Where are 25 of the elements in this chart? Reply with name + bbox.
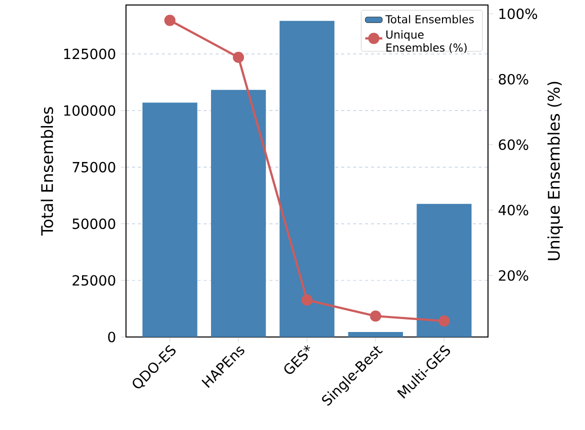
y2-tick-label: 20% xyxy=(498,270,528,281)
y-tick-label: 100000 xyxy=(64,105,116,116)
bar xyxy=(142,102,198,337)
y-axis-title: Total Ensembles xyxy=(40,107,54,236)
y2-axis-title: Unique Ensembles (%) xyxy=(547,82,563,260)
bar xyxy=(348,332,403,337)
y-tick-label: 0 xyxy=(108,332,116,342)
y2-tick-label: 100% xyxy=(499,8,538,20)
legend-label: Total Ensembles xyxy=(385,14,474,24)
y2-tick-label: 40% xyxy=(498,204,528,216)
bar xyxy=(416,204,472,337)
point xyxy=(370,310,382,322)
y-tick-label: 75000 xyxy=(72,162,116,172)
point xyxy=(438,315,450,327)
point xyxy=(164,14,176,26)
y2-tick-label: 60% xyxy=(498,139,528,150)
y-tick-label: 125000 xyxy=(64,48,116,60)
y2-tick-label: 80% xyxy=(498,74,528,85)
point xyxy=(301,294,313,306)
y-tick-label: 25000 xyxy=(72,275,116,286)
legend-label: Unique Ensembles (%) xyxy=(386,30,467,54)
bar xyxy=(211,90,266,337)
bar xyxy=(280,20,334,337)
point xyxy=(232,52,244,63)
y-tick-label: 50000 xyxy=(72,218,116,230)
